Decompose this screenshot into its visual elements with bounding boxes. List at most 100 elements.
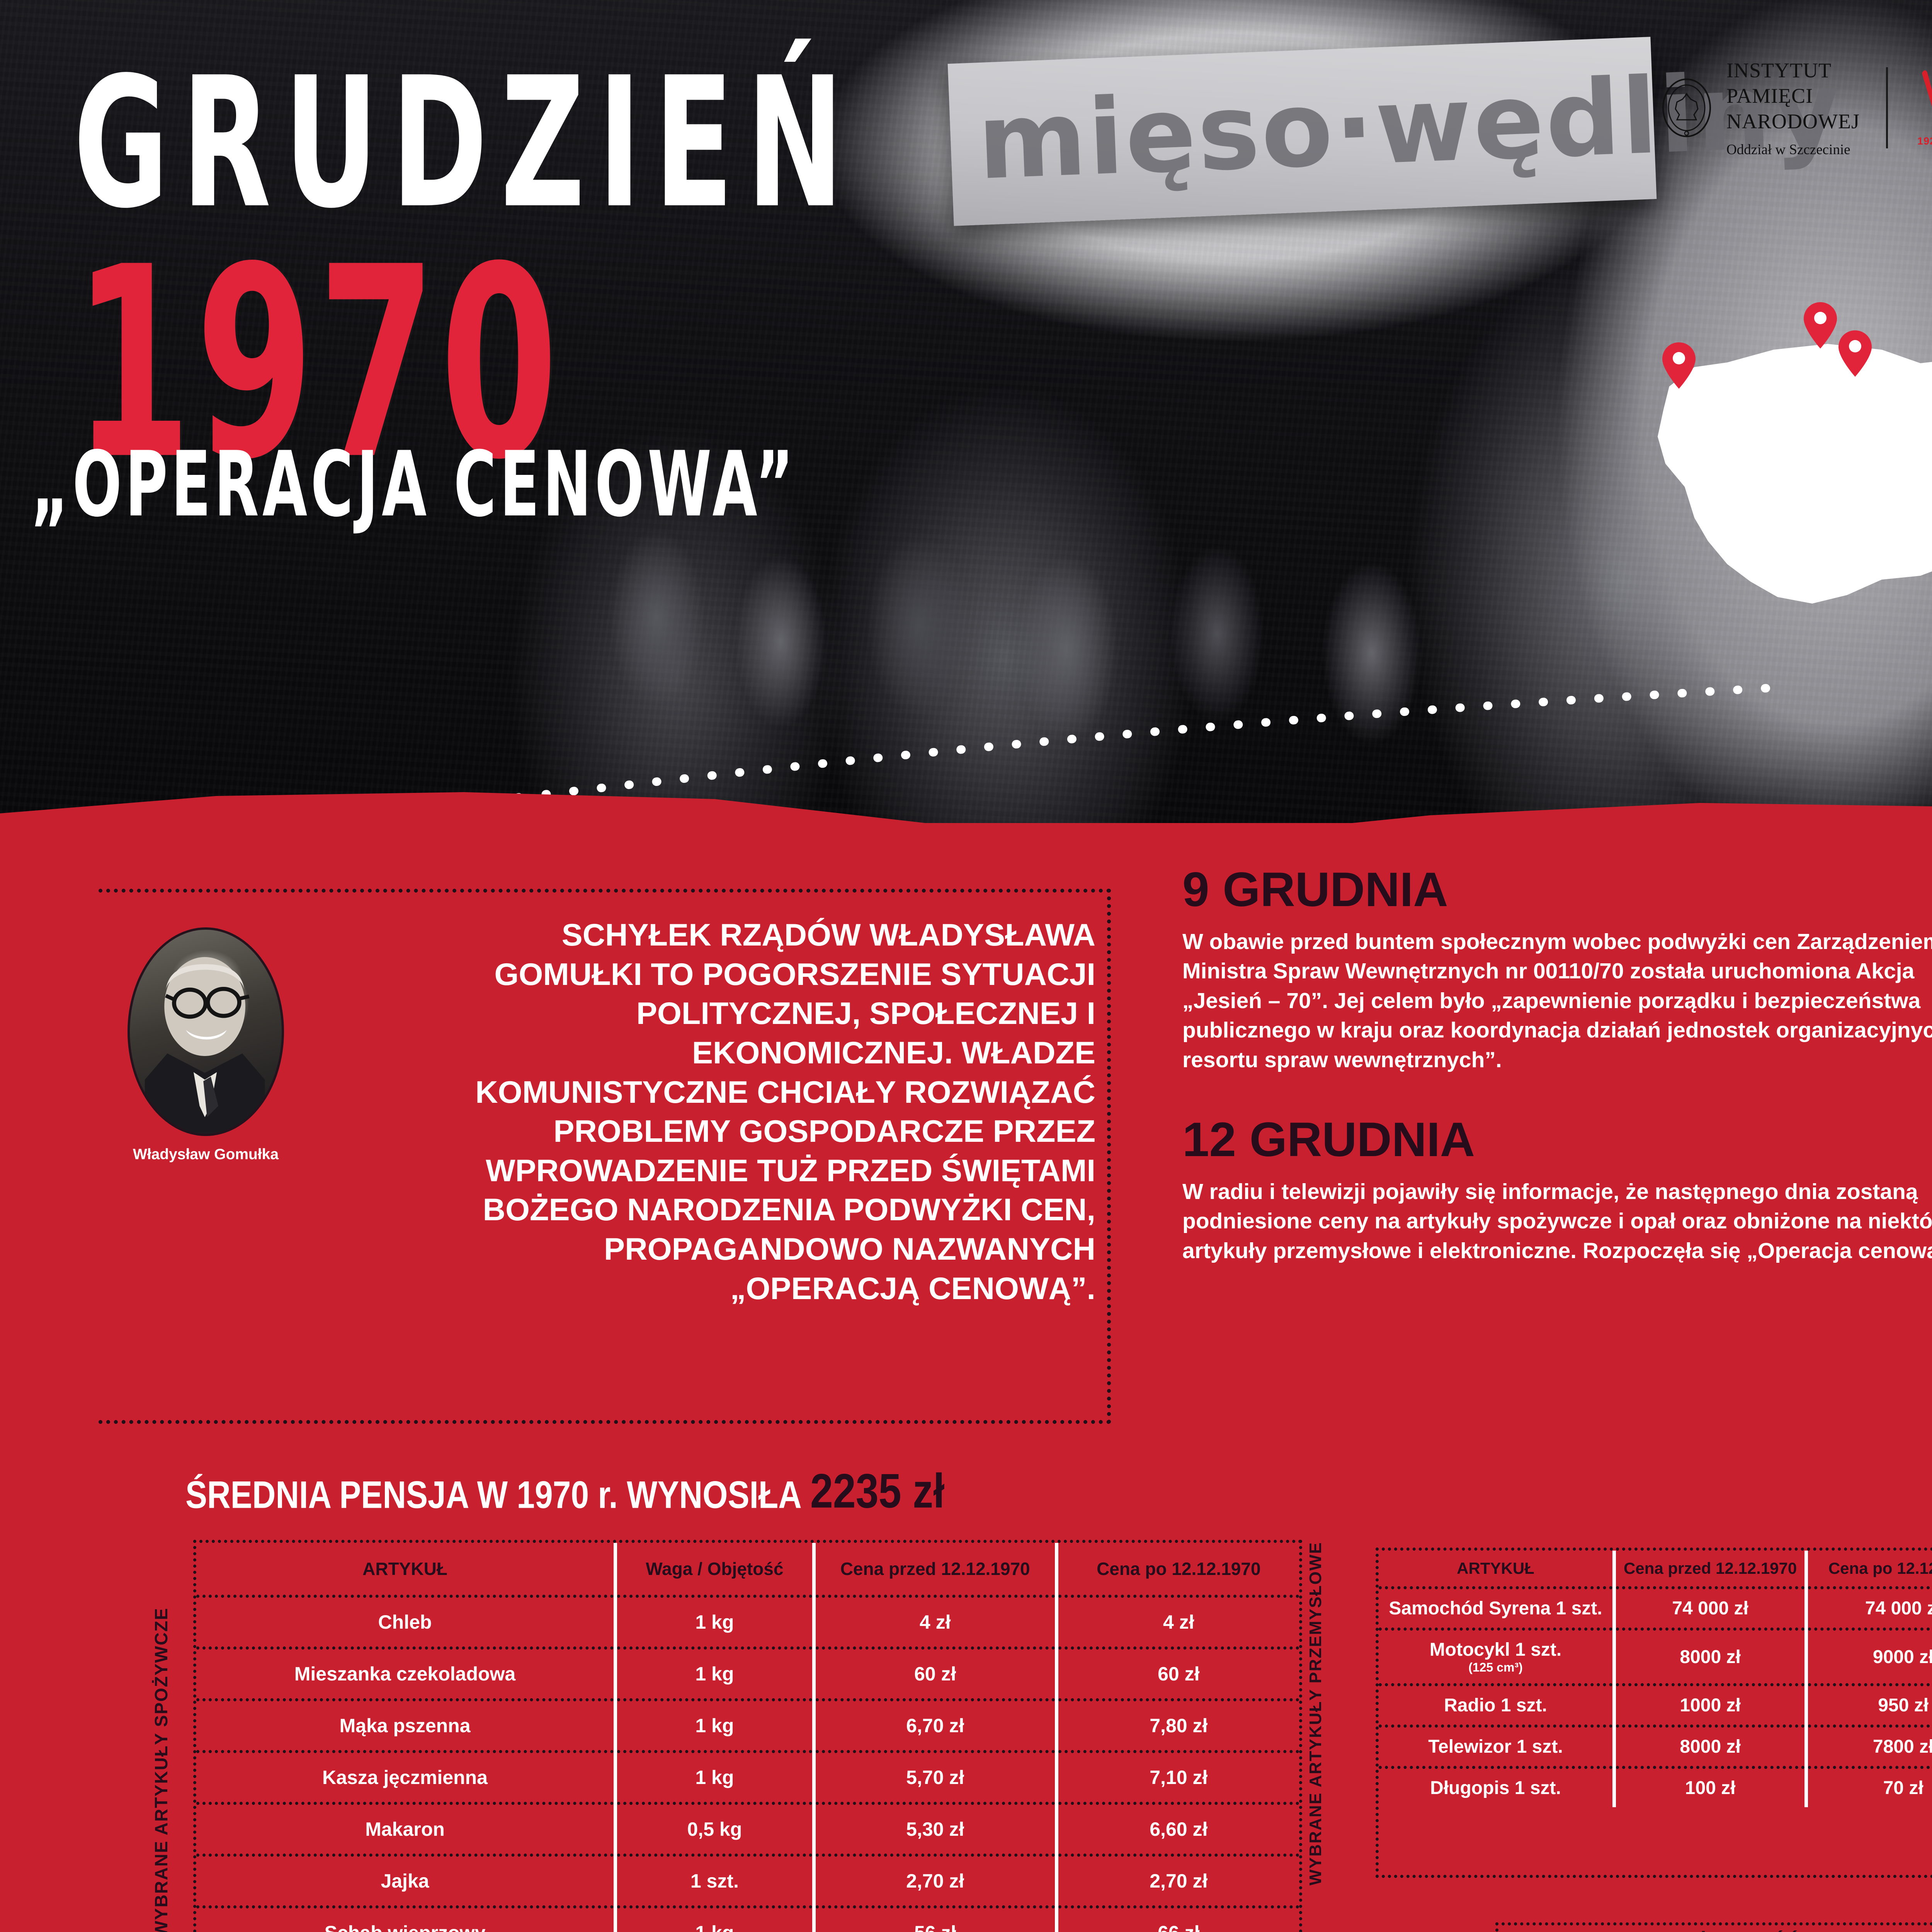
- table-cell: 4 zł: [1054, 1595, 1299, 1648]
- table-row: Mieszanka czekoladowa 1 kg 60 zł 60 zł: [196, 1646, 1299, 1700]
- table-cell-item: Długopis 1 szt.: [1379, 1766, 1614, 1807]
- table-cell: 8000 zł: [1612, 1628, 1806, 1685]
- table-cell: 4 zł: [812, 1595, 1057, 1648]
- gomulka-photo: [128, 927, 284, 1136]
- table-row: Motocykl 1 szt. (125 cm³) 8000 zł 9000 zł: [1379, 1628, 1932, 1685]
- table-row: Długopis 1 szt. 100 zł 70 zł: [1379, 1766, 1932, 1807]
- table-cell-item: Telewizor 1 szt.: [1379, 1725, 1614, 1767]
- column-header: ARTYKUŁ: [1457, 1559, 1534, 1577]
- table-cell: 7,10 zł: [1054, 1750, 1299, 1803]
- section-title: ŻYWNOŚĆ: [1498, 1925, 1932, 1932]
- table-cell: 2,70 zł: [1054, 1854, 1299, 1907]
- table-row: Kasza jęczmienna 1 kg 5,70 zł 7,10 zł: [196, 1750, 1299, 1803]
- ipn-logo: INSTYTUT PAMIĘCI NARODOWEJ Oddział w Szc…: [1662, 58, 1932, 158]
- logo-years: 1920 1940 1980: [1917, 135, 1932, 147]
- table-cell: 6,70 zł: [812, 1698, 1057, 1752]
- table-cell: 70 zł: [1804, 1766, 1932, 1807]
- map-pin-szczecin: [1662, 342, 1696, 389]
- table-cell: Chleb: [196, 1595, 616, 1648]
- intro-dashed-frame: [99, 889, 1111, 1424]
- intro-paragraph: SCHYŁEK RZĄDÓW WŁADYSŁAWA GOMUŁKI TO POG…: [475, 918, 1095, 1306]
- table-cell: Mąka pszenna: [196, 1698, 616, 1752]
- salary-value: 2235 zł: [810, 1464, 945, 1518]
- table-cell: 1000 zł: [1612, 1683, 1806, 1726]
- ipn-line-2: PAMIĘCI: [1726, 84, 1813, 107]
- table-cell: 1 kg: [614, 1698, 814, 1752]
- table-cell: 7800 zł: [1804, 1725, 1932, 1767]
- event-body: W obawie przed buntem społecznym wobec p…: [1182, 929, 1932, 1072]
- crowd-silhouettes: [580, 348, 1584, 811]
- table-cell: Mieszanka czekoladowa: [196, 1646, 616, 1700]
- map-pin-gdansk: [1804, 302, 1837, 349]
- table-row: Telewizor 1 szt. 8000 zł 7800 zł: [1379, 1725, 1932, 1767]
- price-increase-percent-table: ŻYWNOŚĆKawa zbożowa92,1%Smalec33%Mięso i…: [1495, 1922, 1932, 1932]
- column-header: Cena po 12.12.1970: [1804, 1551, 1932, 1588]
- table-cell: 56 zł: [812, 1905, 1057, 1932]
- gomulka-portrait-block: Władysław Gomułka: [128, 927, 284, 1163]
- table-cell: 66 zł: [1054, 1905, 1299, 1932]
- table-row: Mąka pszenna 1 kg 6,70 zł 7,80 zł: [196, 1698, 1299, 1752]
- table-cell: 1 kg: [614, 1595, 814, 1648]
- event-block-9-grudnia: 9 GRUDNIA W obawie przed buntem społeczn…: [1182, 866, 1932, 1075]
- page-subtitle: „OPERACJA CENOWA”: [31, 433, 797, 537]
- page-title: GRUDZIEŃ: [73, 39, 857, 248]
- ipn-seal-icon: [1662, 78, 1711, 137]
- table-cell-subtext: (125 cm³): [1468, 1660, 1523, 1674]
- ipn-line-3: NARODOWEJ: [1726, 109, 1860, 133]
- header-photo-banner: mięso·wędliny GRUDZIEŃ 1970 „OPERACJA CE…: [0, 0, 1932, 842]
- logo-year-1920: 1920: [1917, 135, 1932, 147]
- column-header: Cena przed 12.12.1970: [812, 1543, 1057, 1596]
- table-row: Radio 1 szt. 1000 zł 950 zł: [1379, 1683, 1932, 1726]
- table-cell: 60 zł: [1054, 1646, 1299, 1700]
- food-table-side-label: WYBRANE ARTYKUŁY SPOŻYWCZE: [151, 1607, 171, 1932]
- table-cell: 1 szt.: [614, 1854, 814, 1907]
- table-cell: Makaron: [196, 1802, 616, 1855]
- ipn-branch: Oddział w Szczecinie: [1726, 141, 1850, 158]
- table-cell: Jajka: [196, 1854, 616, 1907]
- table-row: Schab wieprzowy1 kg56 zł66 zł: [196, 1905, 1299, 1932]
- event-block-12-grudnia: 12 GRUDNIA W radiu i telewizji pojawiły …: [1182, 1116, 1932, 1265]
- table-cell: 2,70 zł: [812, 1854, 1057, 1907]
- ipn-line-1: INSTYTUT: [1726, 59, 1832, 82]
- w-glyph-icon: [1922, 70, 1932, 107]
- poland-map: [1611, 270, 1932, 618]
- title-block: GRUDZIEŃ 1970: [73, 39, 857, 496]
- table-cell-item: Samochód Syrena 1 szt.: [1379, 1586, 1614, 1629]
- table-cell: 100 zł: [1612, 1766, 1806, 1807]
- table-cell: 60 zł: [812, 1646, 1057, 1700]
- column-header: Waga / Objętość: [614, 1543, 814, 1596]
- industrial-prices-table: ARTYKUŁ Cena przed 12.12.1970 Cena po 12.1…: [1376, 1548, 1932, 1878]
- table-cell: 0,5 kg: [614, 1802, 814, 1855]
- solidarity-w-logo: 1920 1940 1980: [1914, 66, 1932, 150]
- table-cell: 5,30 zł: [812, 1802, 1057, 1855]
- table-cell: 7,80 zł: [1054, 1698, 1299, 1752]
- average-salary-line: ŚREDNIA PENSJA W 1970 r. WYNOSIŁA 2235 z…: [185, 1464, 945, 1519]
- column-header: Cena przed 12.12.1970: [1612, 1551, 1806, 1588]
- table-header-row: ARTYKUŁ Cena przed 12.12.1970 Cena po 12.1…: [1379, 1551, 1932, 1588]
- ipn-logo-text: INSTYTUT PAMIĘCI NARODOWEJ Oddział w Szc…: [1726, 58, 1860, 158]
- table-row: Makaron 0,5 kg 5,30 zł 6,60 zł: [196, 1802, 1299, 1855]
- event-heading: 9 GRUDNIA: [1182, 863, 1448, 917]
- events-column: 9 GRUDNIA W obawie przed buntem społeczn…: [1182, 866, 1932, 1265]
- gomulka-face-illustration: [145, 957, 265, 1132]
- table-cell: 9000 zł: [1804, 1628, 1932, 1685]
- table-cell-item: Radio 1 szt.: [1379, 1683, 1614, 1726]
- table-cell: 1 kg: [614, 1646, 814, 1700]
- table-cell: 1 kg: [614, 1905, 814, 1932]
- table-cell: 8000 zł: [1612, 1725, 1806, 1767]
- event-heading: 12 GRUDNIA: [1182, 1112, 1475, 1167]
- column-header: Cena po 12.12.1970: [1054, 1543, 1299, 1596]
- map-pin-elblag: [1838, 330, 1872, 377]
- table-row: Jajka 1 szt. 2,70 zł 2,70 zł: [196, 1854, 1299, 1907]
- portrait-caption: Władysław Gomułka: [133, 1146, 279, 1163]
- logo-divider: [1886, 67, 1888, 149]
- table-header-row: ARTYKUŁ Waga / Objętość Cena przed 12.12.1…: [196, 1543, 1299, 1596]
- table-cell: 1 kg: [614, 1750, 814, 1803]
- food-prices-table: ARTYKUŁ Waga / Objętość Cena przed 12.12.1…: [193, 1540, 1302, 1932]
- table-cell: 5,70 zł: [812, 1750, 1057, 1803]
- column-header: ARTYKUŁ: [362, 1559, 447, 1579]
- table-cell: Schab wieprzowy: [196, 1905, 616, 1932]
- salary-label: ŚREDNIA PENSJA W 1970 r. WYNOSIŁA: [185, 1473, 802, 1516]
- table-row: Chleb 1 kg 4 zł 4 zł: [196, 1595, 1299, 1648]
